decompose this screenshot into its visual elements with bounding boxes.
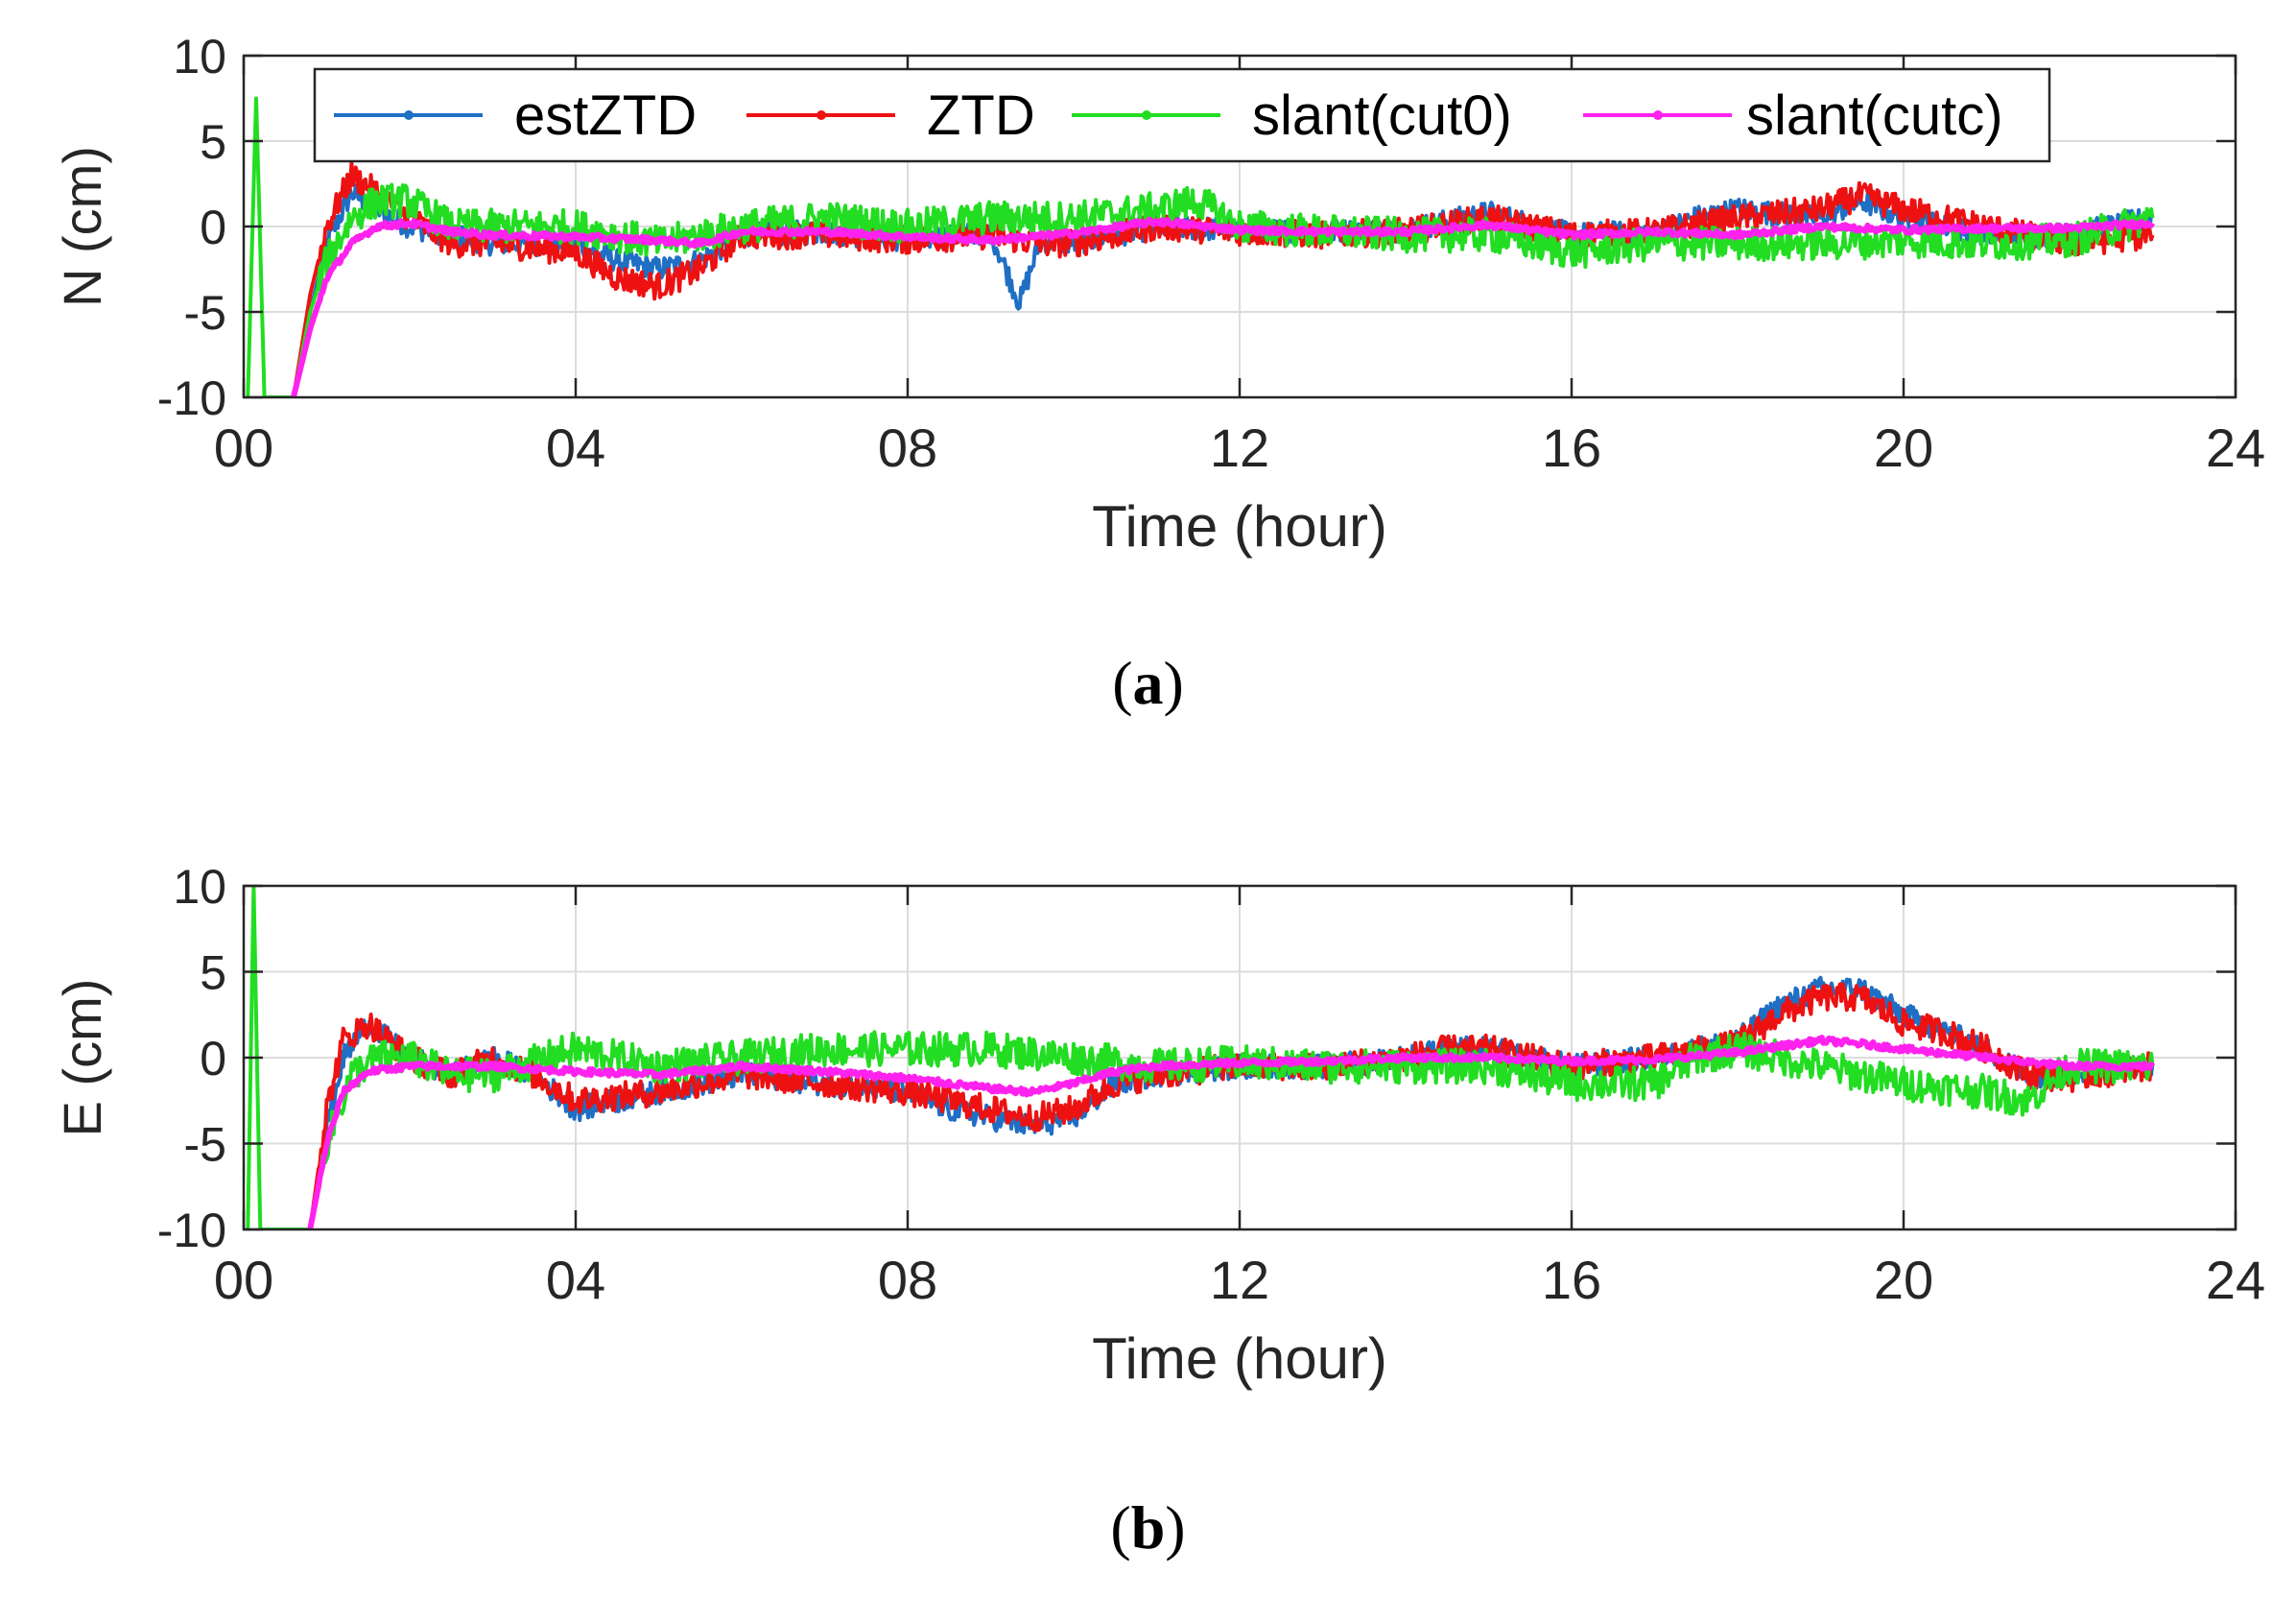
- x-axis-label-a: Time (hour): [1092, 494, 1387, 559]
- legend-marker-slant-cut0: [1142, 110, 1151, 120]
- legend-marker-ztd: [817, 110, 826, 120]
- series-line-b-ztd: [308, 982, 2155, 1229]
- y-tick-label-b-10: -10: [157, 1204, 226, 1257]
- x-tick-label-b-20: 20: [1874, 1250, 1933, 1310]
- y-tick-label-a-5: -5: [184, 286, 226, 340]
- x-tick-label-a-00: 00: [214, 417, 273, 478]
- caption-a-label: a: [1132, 649, 1164, 717]
- legend-marker-estztd: [404, 110, 414, 120]
- legend-label-ztd: ZTD: [927, 84, 1035, 147]
- caption-b: (b): [1110, 1493, 1186, 1562]
- x-tick-label-a-04: 04: [546, 417, 605, 478]
- y-tick-label-a-10: -10: [157, 371, 226, 425]
- y-tick-label-a-5: 5: [200, 115, 226, 169]
- series-line-a-slant-cutc: [290, 216, 2156, 397]
- x-tick-label-b-04: 04: [546, 1250, 605, 1310]
- x-tick-label-b-00: 00: [214, 1250, 273, 1310]
- legend-a: estZTD ZTD slant(cut0) slant(cutc): [313, 67, 2051, 163]
- legend-label-slant-cutc: slant(cutc): [1746, 84, 2003, 147]
- y-tick-label-b-5: 5: [200, 946, 226, 1000]
- x-tick-label-b-08: 08: [878, 1250, 937, 1310]
- chart-panel-a: 00 04 08 12 16 20 24 -10 -5 0 5 10 Time (hour) N (cm)…: [52, 30, 2265, 559]
- legend-label-slant-cut0: slant(cut0): [1252, 84, 1512, 147]
- y-tick-label-b-5: -5: [184, 1118, 226, 1172]
- y-axis-label-a: N (cm): [52, 146, 112, 307]
- x-tick-label-a-08: 08: [878, 417, 937, 478]
- x-tick-label-a-12: 12: [1210, 417, 1269, 478]
- y-tick-label-a-10: 10: [173, 30, 226, 83]
- x-tick-label-b-16: 16: [1542, 1250, 1601, 1310]
- legend-label-estztd: estZTD: [514, 84, 697, 147]
- series-line-b-slant-cut0: [246, 886, 2155, 1229]
- x-tick-label-a-24: 24: [2206, 417, 2265, 478]
- series-group-a: [246, 96, 2156, 397]
- x-tick-label-a-20: 20: [1874, 417, 1933, 478]
- caption-b-label: b: [1130, 1493, 1166, 1562]
- chart-panel-b: 00 04 08 12 16 20 24 -10 -5 0 5 10 Time (hour) E (cm): [52, 860, 2265, 1391]
- x-axis-label-b: Time (hour): [1092, 1326, 1387, 1391]
- y-tick-label-b-0: 0: [200, 1032, 226, 1085]
- legend-marker-slant-cutc: [1653, 110, 1663, 120]
- x-tick-label-b-24: 24: [2206, 1250, 2265, 1310]
- series-line-b-slant-cutc: [307, 1035, 2155, 1229]
- y-axis-label-b: E (cm): [52, 979, 112, 1137]
- y-tick-label-b-10: 10: [173, 860, 226, 914]
- caption-a: (a): [1112, 649, 1184, 717]
- y-tick-label-a-0: 0: [200, 201, 226, 254]
- x-tick-label-b-12: 12: [1210, 1250, 1269, 1310]
- x-tick-label-a-16: 16: [1542, 417, 1601, 478]
- series-group-b: [246, 886, 2155, 1229]
